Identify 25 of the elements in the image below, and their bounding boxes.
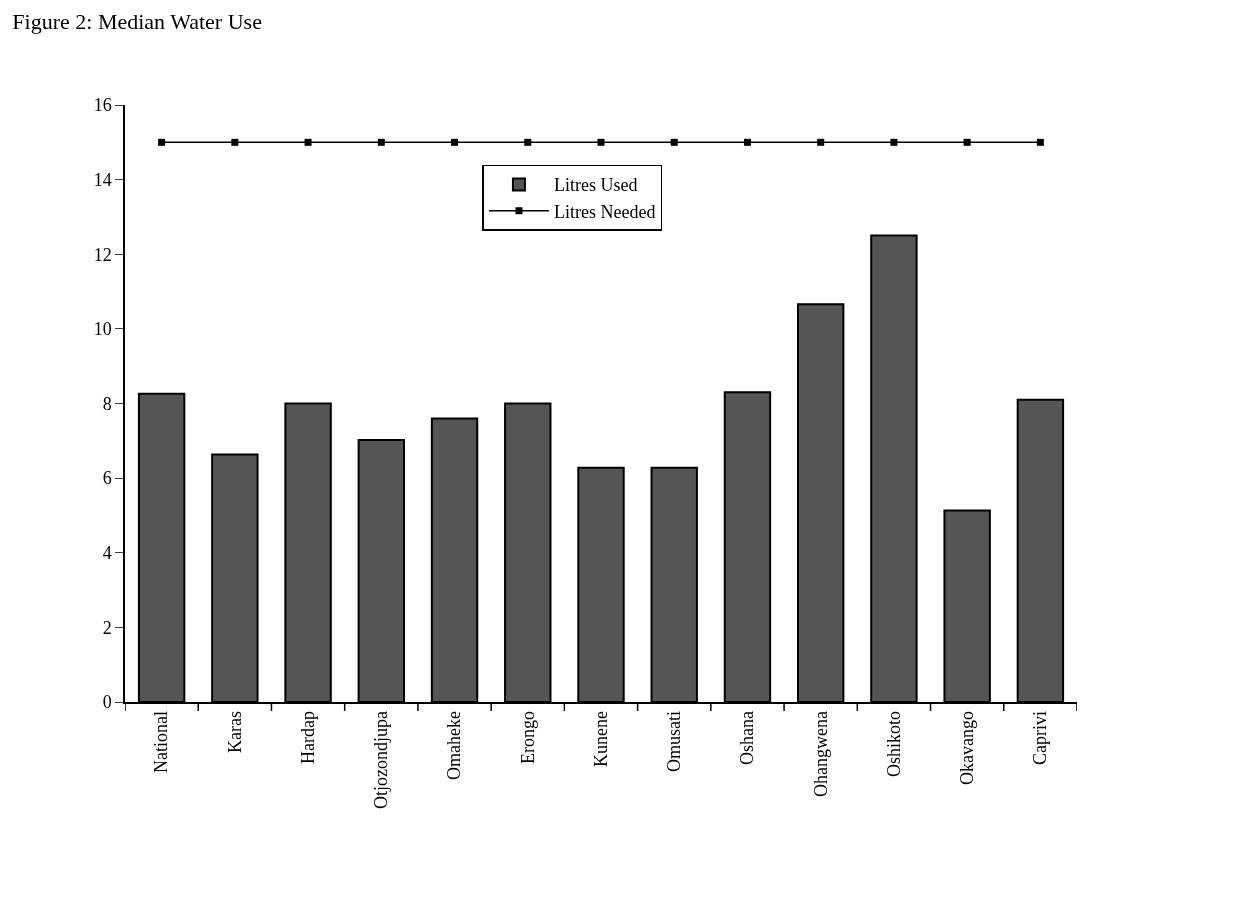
x-tick-label: Omaheke: [444, 710, 465, 780]
y-tick-label: 0: [102, 692, 112, 713]
x-tick-label: Oshikoto: [883, 710, 904, 777]
y-tick-label: 14: [93, 169, 112, 190]
legend-label: Litres Needed: [553, 201, 656, 222]
y-tick-label: 10: [93, 319, 112, 340]
x-tick-label: Okavango: [957, 710, 977, 785]
y-tick-label: 6: [102, 468, 112, 489]
x-tick-label: Otjozondjupa: [371, 710, 392, 809]
x-tick-label: Oshana: [737, 710, 758, 765]
x-tick-label: Kunene: [590, 710, 611, 767]
legend-label: Litres Used: [553, 175, 638, 196]
y-tick-label: 16: [93, 95, 112, 116]
chart-title: Figure 2: Median Water Use: [12, 9, 262, 34]
x-tick-label: Caprivi: [1030, 710, 1051, 765]
x-tick-label: National: [151, 710, 172, 773]
y-tick-label: 2: [102, 617, 112, 638]
x-tick-label: Karas: [224, 710, 245, 753]
y-tick-label: 8: [102, 393, 112, 414]
x-tick-label: Omusati: [664, 710, 685, 772]
y-tick-label: 12: [93, 244, 112, 265]
x-tick-label: Erongo: [517, 710, 538, 764]
x-tick-label: Hardap: [297, 710, 318, 764]
y-tick-label: 4: [102, 543, 112, 564]
x-tick-label: Ohangwena: [810, 710, 831, 797]
